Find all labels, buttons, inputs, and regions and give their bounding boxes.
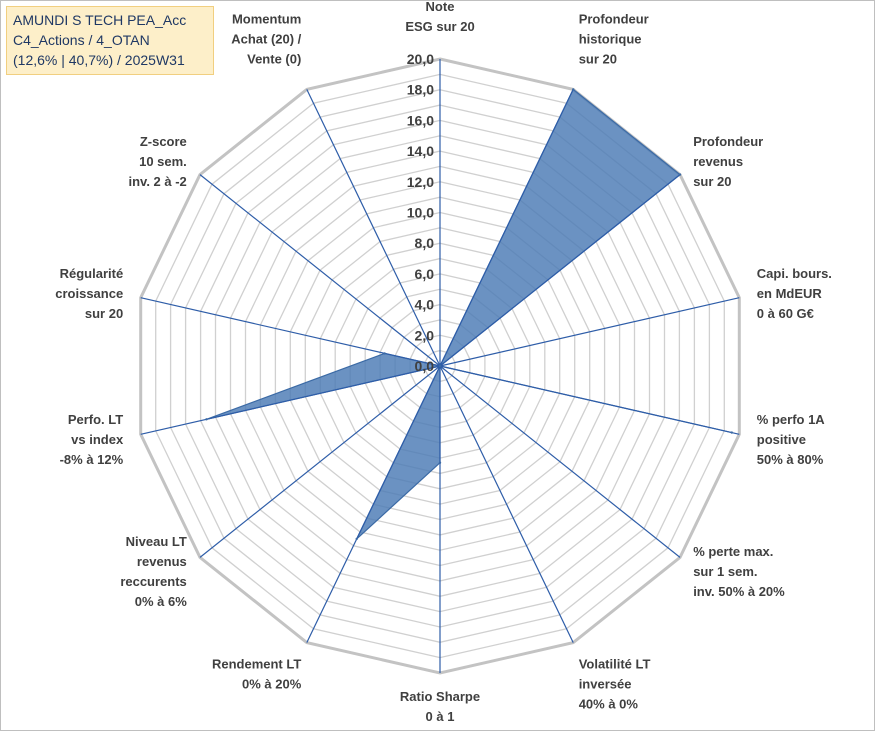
series-area xyxy=(205,88,733,540)
data-point xyxy=(355,537,358,541)
axis-label: Profondeur historique sur 20 xyxy=(579,12,649,67)
axis-label: Régularité croissance sur 20 xyxy=(55,266,123,321)
tick-label: 18,0 xyxy=(407,82,434,98)
axis-label: Profondeur revenus sur 20 xyxy=(693,134,763,189)
axis-label: Niveau LT revenus reccurents 0% à 6% xyxy=(120,534,187,609)
tick-label: 16,0 xyxy=(407,112,434,128)
axis-label: Perfo. LT vs index -8% à 12% xyxy=(60,412,124,467)
radar-spoke xyxy=(439,89,574,367)
radar-spoke xyxy=(439,365,740,435)
header-line-fund: AMUNDI S TECH PEA_Acc xyxy=(13,12,187,28)
tick-label: 14,0 xyxy=(407,143,434,159)
radar-spoke xyxy=(439,365,681,558)
chart-header-box: AMUNDI S TECH PEA_Acc C4_Actions / 4_OTA… xyxy=(6,6,214,75)
header-line-category: C4_Actions / 4_OTAN xyxy=(13,32,150,48)
axis-label: Ratio Sharpe 0 à 1 xyxy=(400,689,480,724)
tick-label: 0,0 xyxy=(415,358,435,374)
axis-label: Rendement LT 0% à 20% xyxy=(212,656,302,691)
axis-label: Momentum Achat (20) / Vente (0) xyxy=(231,12,301,67)
tick-label: 10,0 xyxy=(407,205,434,221)
data-point xyxy=(438,461,442,464)
data-point xyxy=(205,418,208,421)
data-point xyxy=(438,364,442,368)
header-line-stats: (12,6% | 40,7%) / 2025W31 xyxy=(13,52,185,68)
radar-spoke xyxy=(199,174,441,367)
radar-spoke xyxy=(439,365,574,643)
radar-spoke xyxy=(439,174,681,367)
data-point xyxy=(572,88,575,91)
data-point xyxy=(678,173,682,176)
radar-spoke xyxy=(140,297,441,367)
axis-label: % perte max. sur 1 sem. inv. 50% à 20% xyxy=(693,544,785,599)
axis-label: Capi. bours. en MdEUR 0 à 60 G€ xyxy=(757,266,832,321)
tick-label: 4,0 xyxy=(415,297,435,313)
axis-label: Z-score 10 sem. inv. 2 à -2 xyxy=(129,134,187,189)
radar-spoke xyxy=(306,365,441,643)
data-point xyxy=(730,431,733,434)
radar-spoke xyxy=(439,297,740,367)
axis-label: % perfo 1A positive 50% à 80% xyxy=(757,412,826,467)
axis-label: Note ESG sur 20 xyxy=(405,0,474,34)
radar-spoke xyxy=(306,89,441,367)
data-point xyxy=(383,352,386,355)
tick-label: 12,0 xyxy=(407,174,434,190)
tick-label: 20,0 xyxy=(407,51,434,67)
tick-label: 8,0 xyxy=(415,235,435,251)
radar-spoke xyxy=(140,365,441,435)
tick-label: 2,0 xyxy=(415,327,435,343)
radar-spoke xyxy=(199,365,441,558)
axis-label: Volatilité LT inversée 40% à 0% xyxy=(579,656,651,711)
tick-label: 6,0 xyxy=(415,266,435,282)
